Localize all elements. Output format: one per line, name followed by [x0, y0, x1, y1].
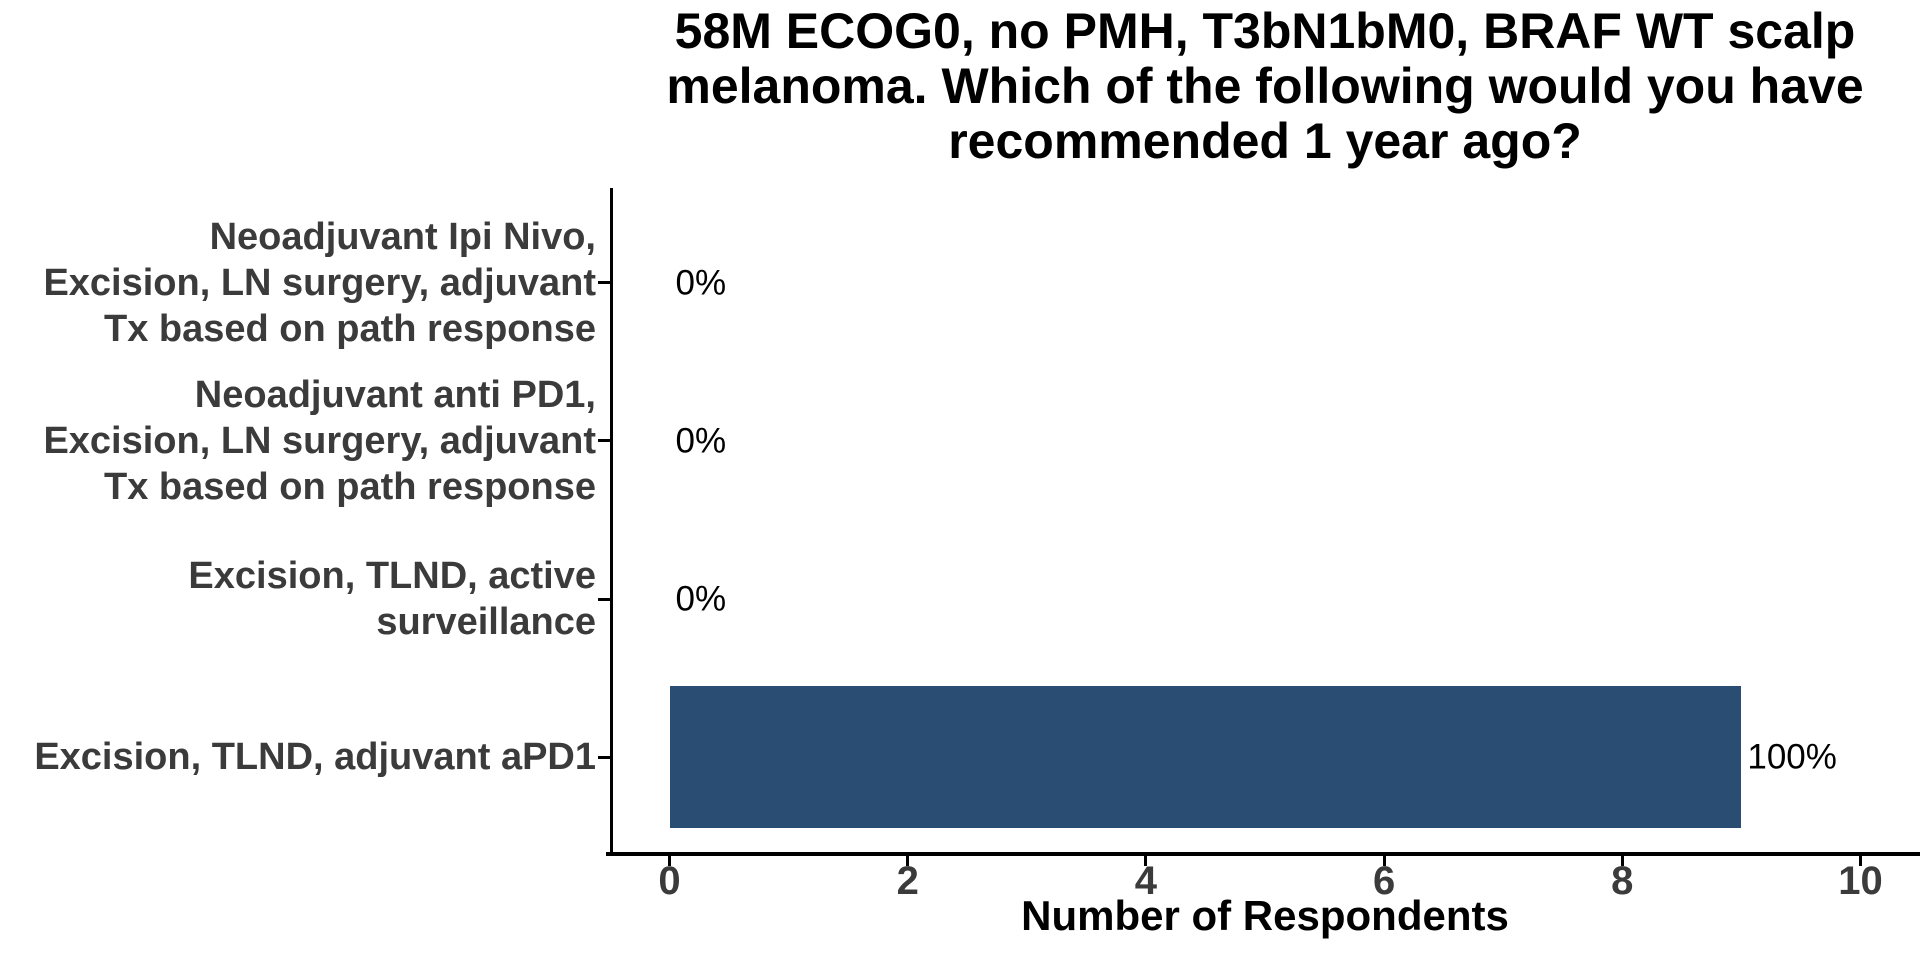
x-axis-tick: [1858, 856, 1862, 866]
x-axis-tick-label: 10: [1838, 859, 1883, 903]
x-axis-tick: [906, 856, 910, 866]
y-axis-tick: [598, 755, 610, 759]
category-label: Excision, TLND, adjuvant aPD1: [34, 736, 596, 779]
x-axis-tick-label: 8: [1611, 859, 1634, 903]
x-axis-line: [606, 852, 1920, 856]
x-axis-tick: [1620, 856, 1624, 866]
bar-value-label: 0%: [675, 579, 727, 619]
category-label: Neoadjuvant Ipi Nivo, Excision, LN surge…: [43, 215, 596, 350]
x-axis-tick: [668, 856, 672, 866]
x-axis-tick-label: 4: [1134, 859, 1158, 903]
category-label: Neoadjuvant anti PD1, Excision, LN surge…: [43, 373, 596, 508]
y-axis-tick: [598, 439, 610, 443]
x-axis-tick: [1382, 856, 1386, 866]
category-label: Excision, TLND, active surveillance: [188, 555, 596, 644]
bar-value-label: 100%: [1747, 737, 1837, 777]
x-axis-tick: [1144, 856, 1148, 866]
x-axis-tick-label: 6: [1372, 859, 1396, 903]
y-axis-line: [610, 188, 613, 856]
x-axis-tick-label: 0: [658, 859, 681, 903]
x-axis-title: Number of Respondents: [1021, 892, 1509, 939]
x-axis-tick-label: 2: [896, 859, 919, 903]
chart-title: 58M ECOG0, no PMH, T3bN1bM0, BRAF WT sca…: [666, 3, 1864, 169]
bar: [669, 686, 1742, 829]
bar-value-label: 0%: [675, 263, 727, 303]
y-axis-tick: [598, 281, 610, 285]
bar-value-label: 0%: [675, 421, 727, 461]
y-axis-tick: [598, 597, 610, 601]
